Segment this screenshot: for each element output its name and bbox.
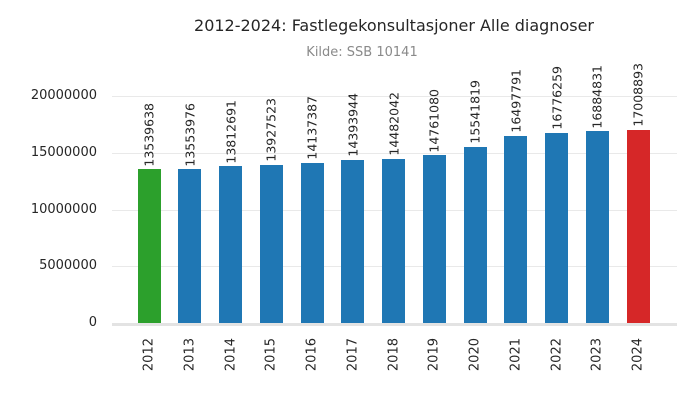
bar-2022: [545, 132, 568, 323]
gridline: [112, 96, 677, 97]
x-axis-baseline: [112, 323, 677, 326]
x-tick-label: 2016: [304, 338, 320, 372]
chart-subtitle: Kilde: SSB 10141: [306, 45, 418, 60]
x-tick-label: 2023: [589, 338, 605, 372]
x-tick-label: 2018: [386, 338, 401, 372]
bar-value-label: 14137387: [304, 95, 320, 160]
x-tick-label: 2021: [508, 338, 524, 372]
x-tick-label: 2019: [426, 338, 442, 372]
bar-value-label: 16497791: [508, 69, 524, 133]
x-tick-label: 2017: [345, 338, 361, 372]
x-tick-label: 2015: [263, 338, 279, 372]
x-tick-label: 2013: [182, 338, 198, 372]
bar-2023: [585, 131, 609, 323]
bar-value-label: 13812691: [223, 99, 238, 164]
bar-2017: [341, 159, 365, 323]
bar-2021: [504, 135, 528, 323]
bar-value-label: 13927523: [263, 98, 279, 162]
plot-area: 13539638 13553976 13812691 13927523 14137387…: [112, 63, 677, 371]
chart-title: 2012-2024: Fastlegekonsultasjoner Alle d…: [194, 16, 594, 35]
bar-value-label: 16776259: [549, 65, 564, 130]
bar-2015: [259, 164, 283, 323]
bar-value-label: 17008893: [630, 63, 646, 127]
y-tick-label: 5000000: [39, 258, 97, 274]
bar-value-label: 13539638: [141, 102, 157, 167]
y-tick-label: 15000000: [30, 144, 97, 160]
bar-2012: [137, 169, 161, 323]
gridline: [112, 152, 677, 154]
bar-2014: [219, 166, 242, 323]
bar-2013: [178, 169, 202, 323]
y-tick-label: 0: [88, 315, 97, 330]
x-tick-label: 2024: [630, 338, 646, 372]
bar-2024: [626, 129, 650, 323]
x-tick-label: 2022: [549, 338, 564, 372]
bar-2018: [382, 158, 405, 323]
y-tick-label: 20000000: [30, 88, 97, 103]
bar-value-label: 13553976: [182, 102, 198, 167]
bar-value-label: 14761080: [426, 88, 442, 153]
bar-value-label: 16884831: [589, 64, 605, 129]
bar-2016: [300, 162, 324, 323]
bar-value-label: 15541819: [467, 79, 483, 144]
bar-value-label: 14482042: [386, 92, 401, 156]
bar-2020: [463, 146, 487, 323]
x-tick-label: 2012: [141, 338, 157, 372]
bar-value-label: 14393944: [345, 93, 361, 157]
y-tick-label: 10000000: [30, 201, 97, 217]
x-tick-label: 2020: [467, 338, 483, 372]
x-tick-label: 2014: [223, 338, 238, 372]
bar-2019: [422, 155, 446, 323]
